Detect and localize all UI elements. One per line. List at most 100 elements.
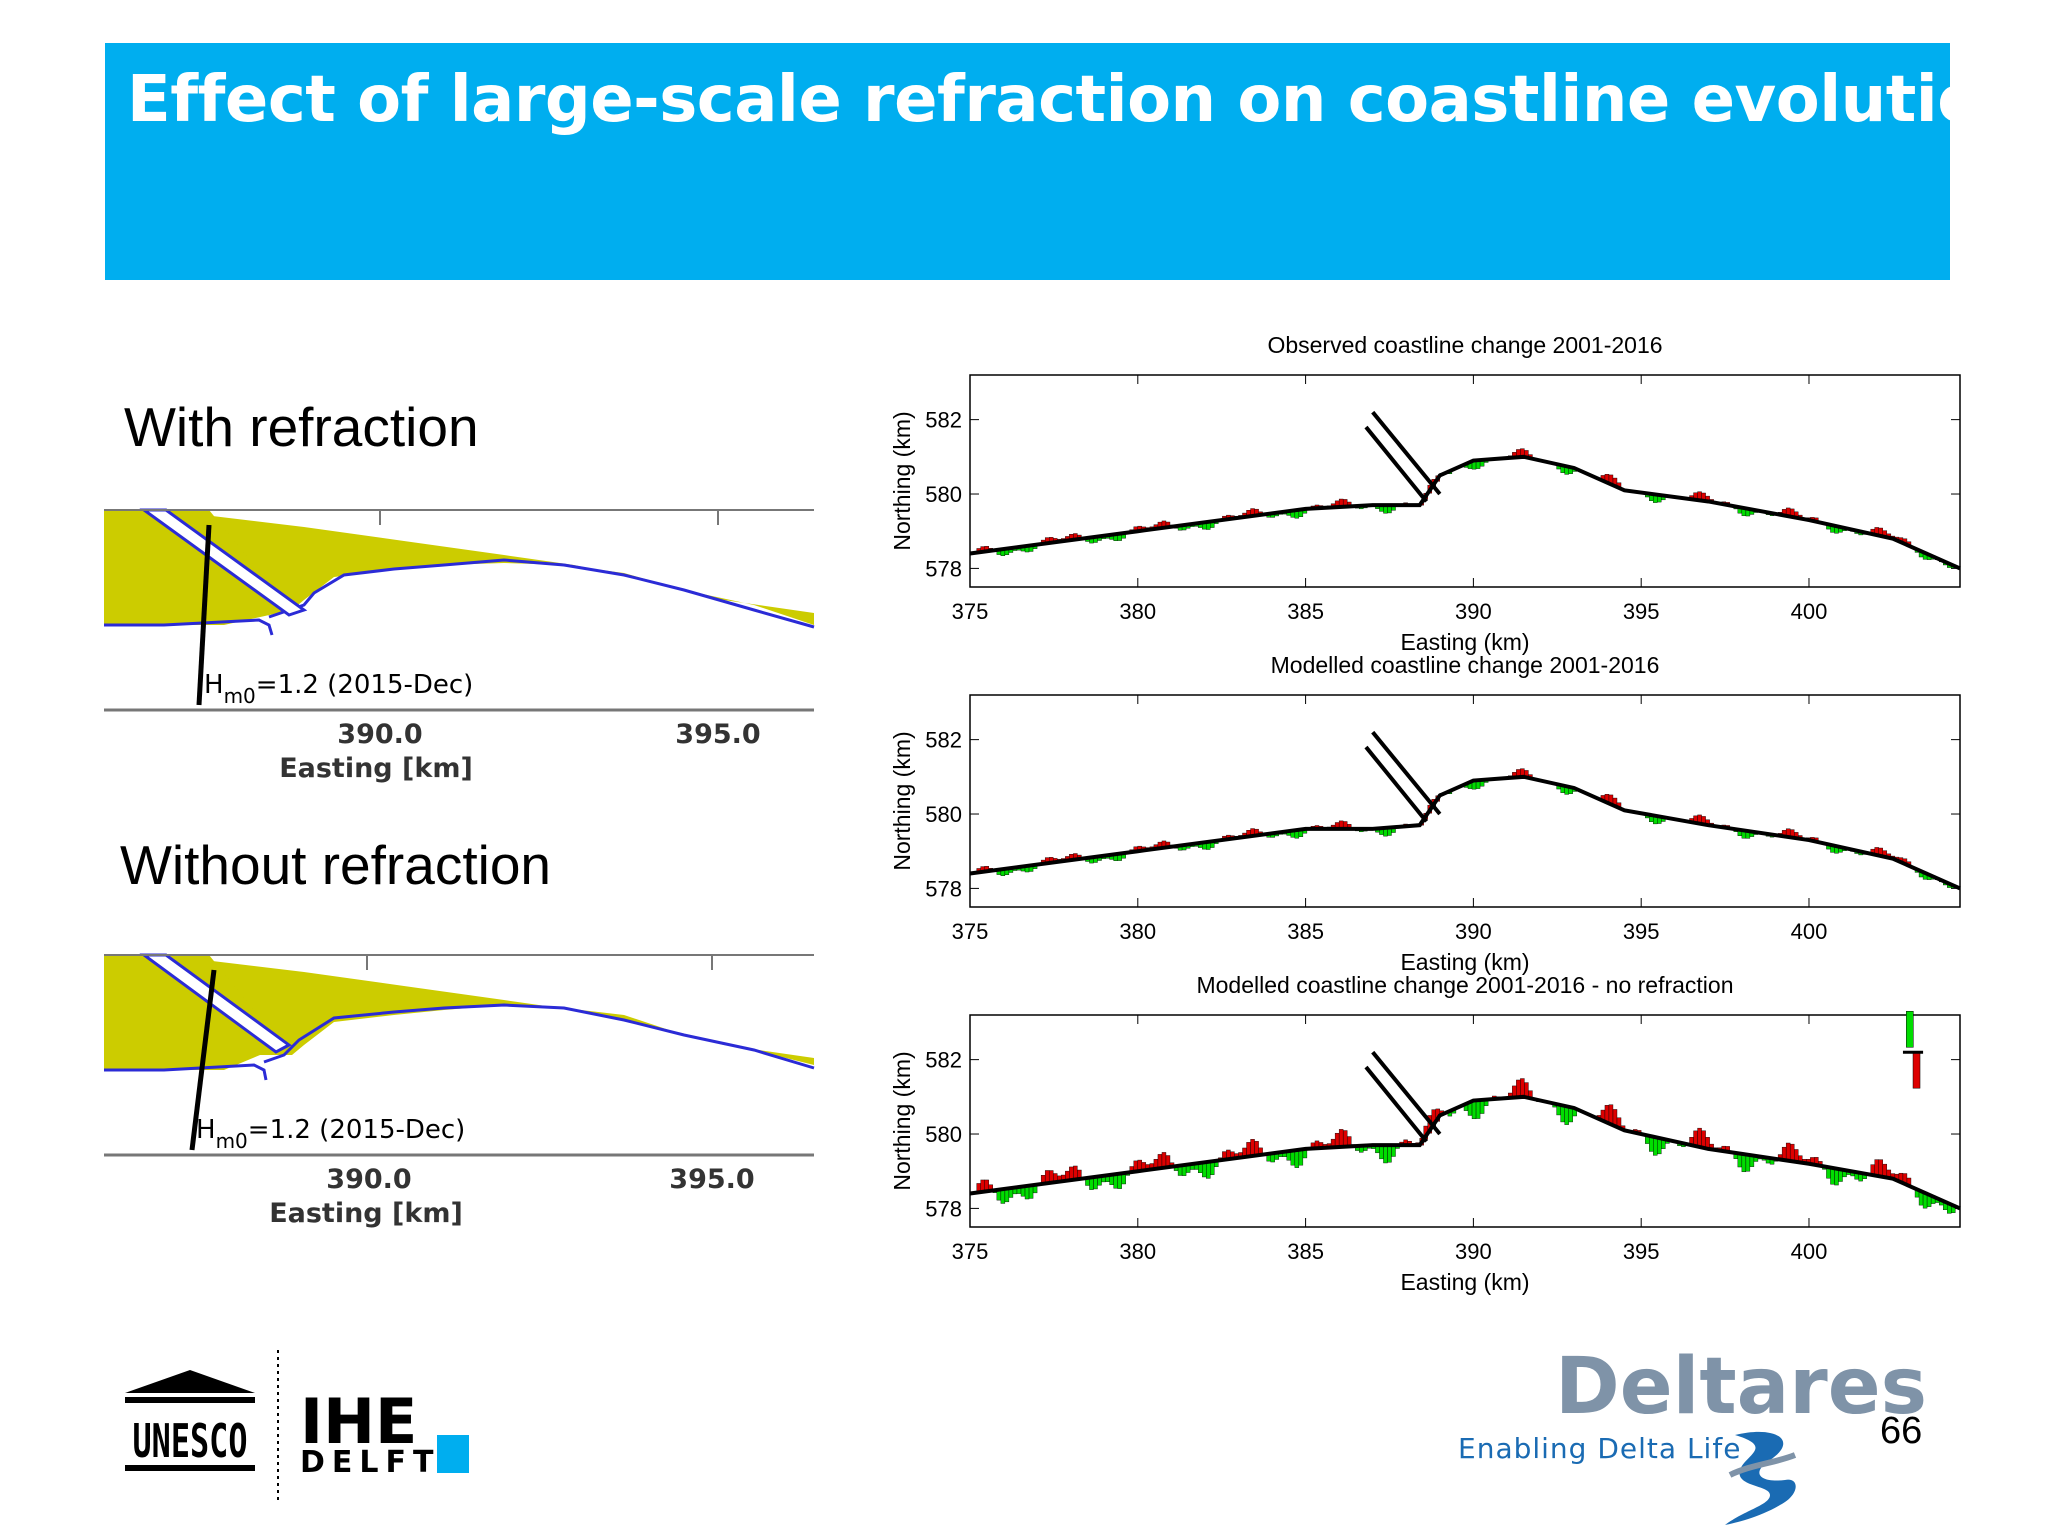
title-bar: Effect of large-scale refraction on coas… bbox=[105, 43, 2026, 280]
unesco-logo: UNESCO bbox=[125, 1370, 255, 1471]
x-tick-label: 400 bbox=[1791, 599, 1828, 624]
x-tick-label: 390 bbox=[1455, 919, 1492, 944]
slide-title: Effect of large-scale refraction on coas… bbox=[127, 63, 2026, 137]
change-bar bbox=[1298, 1149, 1304, 1166]
change-bar bbox=[1612, 1109, 1618, 1126]
shoreline-west bbox=[104, 1063, 268, 1081]
plot-area bbox=[969, 374, 1961, 588]
y-tick-label: 580 bbox=[925, 482, 962, 507]
change-bar bbox=[1520, 1078, 1525, 1098]
change-bar bbox=[1113, 1174, 1118, 1189]
change-bar bbox=[1741, 1153, 1747, 1173]
x-axis-label: Easting (km) bbox=[1400, 1269, 1529, 1295]
change-bar bbox=[1379, 1144, 1384, 1160]
change-bar bbox=[1290, 1150, 1296, 1166]
change-bar bbox=[1604, 1105, 1610, 1122]
x-tick-label: 395 bbox=[1623, 1239, 1660, 1264]
chart-observed: Observed coastline change 2001-2016 375 38… bbox=[889, 332, 1961, 655]
y-tick-label: 578 bbox=[925, 1196, 962, 1221]
x-tick-label: 375 bbox=[952, 919, 989, 944]
wave-height-annotation: Hm0=1.2 (2015-Dec) bbox=[204, 670, 473, 708]
change-bar bbox=[1471, 1100, 1477, 1120]
delft-logo-text: DELFT bbox=[300, 1445, 441, 1480]
y-axis-label: Northing (km) bbox=[889, 731, 915, 870]
plot-area bbox=[969, 1014, 1961, 1228]
x-axis-label: Easting (km) bbox=[1400, 629, 1529, 655]
coastline bbox=[969, 1094, 1961, 1211]
x-tick-label: 375 bbox=[952, 599, 989, 624]
change-bar bbox=[1004, 1188, 1010, 1203]
jetty bbox=[1371, 1050, 1442, 1136]
change-bar bbox=[1608, 1104, 1614, 1124]
change-bar bbox=[1697, 1127, 1702, 1147]
map-xlabel: Easting [km] bbox=[269, 1198, 463, 1229]
wave-direction-arrow bbox=[189, 969, 217, 1151]
x-tick-label: 395 bbox=[1623, 919, 1660, 944]
with-refraction-label: With refraction bbox=[124, 396, 479, 458]
map-tick-label: 395.0 bbox=[675, 719, 760, 750]
change-bar bbox=[1342, 1130, 1348, 1148]
deltares-logo-text: Deltares bbox=[1555, 1342, 1928, 1432]
y-tick-label: 578 bbox=[925, 876, 962, 901]
y-tick-label: 580 bbox=[925, 802, 962, 827]
y-tick-label: 582 bbox=[925, 728, 962, 753]
ihe-logo-text: IHE bbox=[300, 1385, 418, 1458]
chart-title: Observed coastline change 2001-2016 bbox=[1267, 332, 1662, 358]
change-bar bbox=[1383, 1144, 1388, 1164]
chart-title: Modelled coastline change 2001-2016 bbox=[1271, 652, 1660, 678]
wave-height-annotation: Hm0=1.2 (2015-Dec) bbox=[196, 1115, 465, 1153]
sand-area-west bbox=[104, 955, 284, 1070]
without-refraction-label: Without refraction bbox=[120, 834, 552, 896]
x-tick-label: 380 bbox=[1119, 919, 1156, 944]
legend-erosion-bar bbox=[1912, 1051, 1921, 1089]
coastline bbox=[969, 774, 1961, 891]
x-tick-label: 395 bbox=[1623, 599, 1660, 624]
jetty bbox=[1371, 730, 1442, 816]
change-bar bbox=[1789, 1143, 1795, 1162]
y-tick-label: 582 bbox=[925, 408, 962, 433]
legend-accretion-bar bbox=[1906, 1011, 1914, 1048]
page-number: 66 bbox=[1880, 1410, 1923, 1452]
y-axis-label: Northing (km) bbox=[889, 1051, 915, 1190]
ihe-logo-square bbox=[437, 1435, 469, 1473]
x-tick-label: 390 bbox=[1455, 599, 1492, 624]
change-bar bbox=[1202, 1162, 1207, 1178]
change-bar bbox=[1516, 1079, 1521, 1098]
shoreline-west bbox=[104, 618, 274, 636]
y-tick-label: 578 bbox=[925, 556, 962, 581]
change-bar bbox=[1878, 1159, 1883, 1177]
jetty bbox=[1364, 745, 1428, 823]
map-tick-label: 390.0 bbox=[326, 1164, 411, 1195]
change-bar bbox=[1475, 1100, 1481, 1119]
unesco-text: UNESCO bbox=[133, 1414, 248, 1468]
y-axis-label: Northing (km) bbox=[889, 411, 915, 550]
change-bar bbox=[1294, 1150, 1300, 1168]
change-bar bbox=[1250, 1139, 1255, 1157]
x-axis-label: Easting (km) bbox=[1400, 949, 1529, 975]
x-tick-label: 385 bbox=[1287, 919, 1324, 944]
plot-area bbox=[969, 694, 1961, 908]
chart-modelled: Modelled coastline change 2001-2016 375 38… bbox=[889, 652, 1961, 975]
x-tick-label: 375 bbox=[952, 1239, 989, 1264]
change-bar bbox=[1693, 1130, 1698, 1146]
shoreline bbox=[268, 558, 815, 629]
jetty bbox=[1364, 1065, 1428, 1143]
change-bar bbox=[1479, 1099, 1485, 1114]
map-xlabel: Easting [km] bbox=[279, 753, 473, 784]
x-tick-label: 390 bbox=[1455, 1239, 1492, 1264]
sand-area bbox=[104, 955, 814, 1065]
jetty bbox=[1364, 425, 1428, 503]
sand-area-west bbox=[104, 510, 292, 625]
x-tick-label: 385 bbox=[1287, 599, 1324, 624]
chart-no-refraction: Modelled coastline change 2001-2016 - no… bbox=[889, 972, 1961, 1295]
change-bar bbox=[1338, 1129, 1344, 1148]
change-bar bbox=[1524, 1082, 1529, 1098]
x-tick-label: 400 bbox=[1791, 919, 1828, 944]
change-bar bbox=[1785, 1142, 1791, 1161]
change-bar bbox=[1874, 1159, 1879, 1176]
x-tick-label: 400 bbox=[1791, 1239, 1828, 1264]
logo-divider bbox=[277, 1350, 279, 1500]
y-tick-label: 580 bbox=[925, 1122, 962, 1147]
y-tick-label: 582 bbox=[925, 1048, 962, 1073]
map-panel-without-refraction: Hm0=1.2 (2015-Dec) 390.0 395.0 Easting [… bbox=[104, 953, 815, 1229]
